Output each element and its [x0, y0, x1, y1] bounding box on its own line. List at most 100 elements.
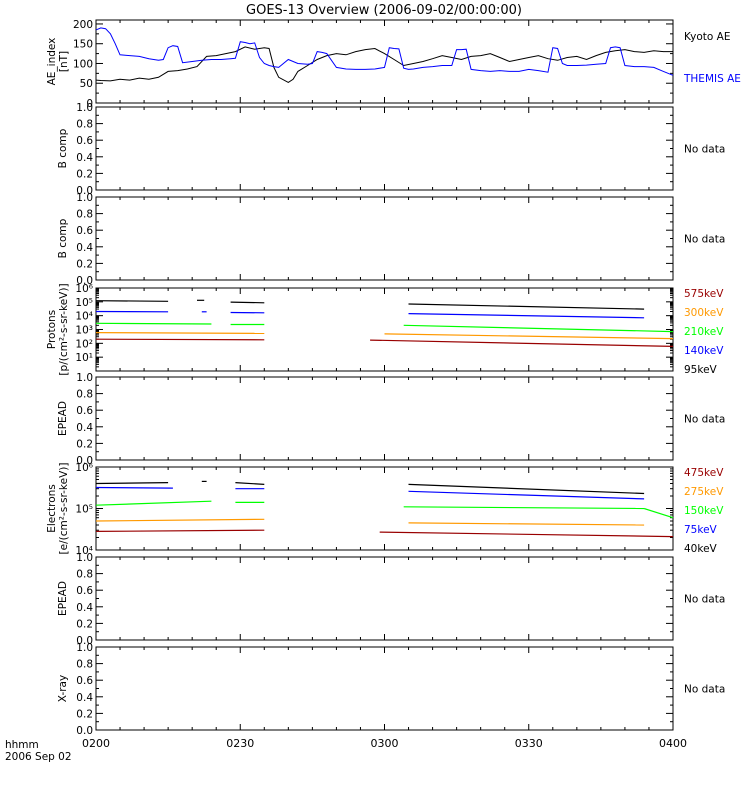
series-segment	[95, 518, 265, 522]
y-tick-label: 0.6	[76, 675, 93, 687]
y-axis-label: AE_index	[46, 38, 58, 86]
y-tick-label: 10⁵	[75, 504, 93, 516]
series-40kev	[95, 480, 645, 495]
legend-entry: THEMIS AE	[683, 73, 741, 85]
y-axis-label: EPEAD	[57, 401, 69, 436]
legend-entry: 95keV	[684, 364, 718, 376]
y-tick-label: 0.8	[76, 569, 93, 581]
legend-entry: 300keV	[684, 307, 724, 319]
y-axis-label: EPEAD	[57, 581, 69, 616]
series-150kev	[95, 500, 674, 519]
series-segment	[643, 507, 674, 519]
legend-entry: 275keV	[684, 486, 724, 498]
series-575kev	[95, 338, 674, 347]
panel-electrons: 10⁴ 10⁵ 10⁶ Electrons [e/(cm²-s-sr-keV)] 475k…	[46, 462, 724, 557]
y-tick-label: 150	[73, 39, 93, 51]
y-tick-label: 0.2	[76, 258, 93, 270]
legend-entry: No data	[684, 594, 725, 606]
series-line	[95, 46, 673, 83]
series-line	[95, 27, 674, 76]
y-tick-label: 0.4	[76, 242, 93, 254]
y-tick-label: 10⁵	[75, 297, 93, 309]
series-475kev	[95, 529, 674, 538]
series-segment	[95, 486, 173, 489]
figure-title: GOES-13 Overview (2006-09-02/00:00:00)	[246, 3, 522, 18]
y-tick-label: 100	[73, 58, 93, 70]
y-tick-label: 10⁴	[75, 311, 93, 323]
series-75kev	[95, 486, 645, 500]
y-tick-label: 0.4	[76, 422, 93, 434]
series-kyoto-ae	[95, 46, 673, 83]
time-corner-label: hhmm	[5, 739, 39, 751]
y-tick-label: 200	[73, 19, 93, 31]
y-tick-label: 0	[86, 98, 93, 110]
legend-entry: No data	[684, 144, 725, 156]
y-tick-label: 0.2	[76, 618, 93, 630]
series-segment	[384, 333, 674, 340]
panel-epead1: 0.0 0.2 0.4 0.6 0.8 1.0 EPEAD No data	[57, 372, 725, 467]
y-tick-label: 10²	[75, 338, 93, 350]
x-tick-label: 0200	[82, 737, 110, 750]
series-segment	[95, 322, 212, 325]
series-segment	[408, 303, 645, 310]
y-tick-label: 10³	[75, 325, 93, 337]
y-tick-label: 1.0	[76, 552, 93, 564]
legend-entry: 140keV	[684, 345, 724, 357]
series-segment	[95, 338, 265, 341]
panel-frame	[95, 556, 674, 641]
date-corner-label: 2006 Sep 02	[5, 751, 72, 763]
panel-frame	[95, 376, 674, 461]
y-tick-label: 10¹	[75, 352, 93, 364]
panel-bcomp1: 0.0 0.2 0.4 0.6 0.8 1.0 B comp No data	[57, 102, 725, 197]
y-tick-label: 1.0	[76, 642, 93, 654]
panel-frame	[95, 196, 674, 281]
y-tick-label: 10⁴	[75, 545, 93, 557]
panel-epead2: 0.0 0.2 0.4 0.6 0.8 1.0 EPEAD No data	[57, 552, 725, 647]
y-tick-label: 10⁶	[75, 283, 93, 295]
legend-entry: 40keV	[684, 543, 718, 555]
legend-entry: 75keV	[684, 524, 718, 536]
legend-entry: No data	[684, 684, 725, 696]
series-segment	[408, 483, 645, 495]
y-tick-label: 0.4	[76, 692, 93, 704]
series-segment	[403, 506, 645, 510]
y-tick-label: 0.6	[76, 585, 93, 597]
y-axis-label: [p/(cm²-s-sr-keV)]	[58, 283, 70, 375]
y-axis-label: Electrons	[46, 484, 58, 533]
y-tick-label: 0.2	[76, 708, 93, 720]
y-axis-label: Protons	[46, 310, 58, 349]
x-tick-label: 0330	[515, 737, 543, 750]
y-tick-label: 0.4	[76, 152, 93, 164]
x-tick-label: 0400	[659, 737, 687, 750]
y-tick-label: 0.8	[76, 389, 93, 401]
panel-bcomp2: 0.0 0.2 0.4 0.6 0.8 1.0 B comp No data	[57, 192, 725, 287]
y-tick-label: 0.8	[76, 209, 93, 221]
series-segment	[230, 301, 265, 304]
series-segment	[379, 531, 674, 538]
series-segment	[408, 522, 645, 526]
series-segment	[403, 324, 674, 333]
y-axis-label: B comp	[57, 128, 69, 168]
series-segment	[408, 490, 645, 500]
y-tick-label: 0.0	[76, 635, 93, 647]
legend-entry: Kyoto AE	[684, 31, 730, 43]
panel-frame	[95, 646, 674, 731]
legend-entry: No data	[684, 414, 725, 426]
y-axis-label: [e/(cm²-s-sr-keV)]	[58, 463, 70, 555]
series-segment	[95, 300, 169, 302]
y-axis-label: X-ray	[57, 675, 69, 702]
series-themis-ae	[95, 27, 674, 76]
y-tick-label: 1.0	[76, 102, 93, 114]
y-tick-label: 10⁶	[75, 462, 93, 474]
series-segment	[95, 482, 169, 485]
series-segment	[95, 332, 265, 334]
y-tick-label: 1.0	[76, 192, 93, 204]
y-tick-label: 0.6	[76, 405, 93, 417]
legend-entry: 475keV	[684, 467, 724, 479]
panel-ae: 0 50 100 150 200 AE_index [nT] Kyoto AE THEMIS A…	[46, 19, 741, 110]
series-300kev	[95, 332, 674, 340]
y-tick-label: 0.8	[76, 119, 93, 131]
y-tick-label: 0.0	[76, 275, 93, 287]
